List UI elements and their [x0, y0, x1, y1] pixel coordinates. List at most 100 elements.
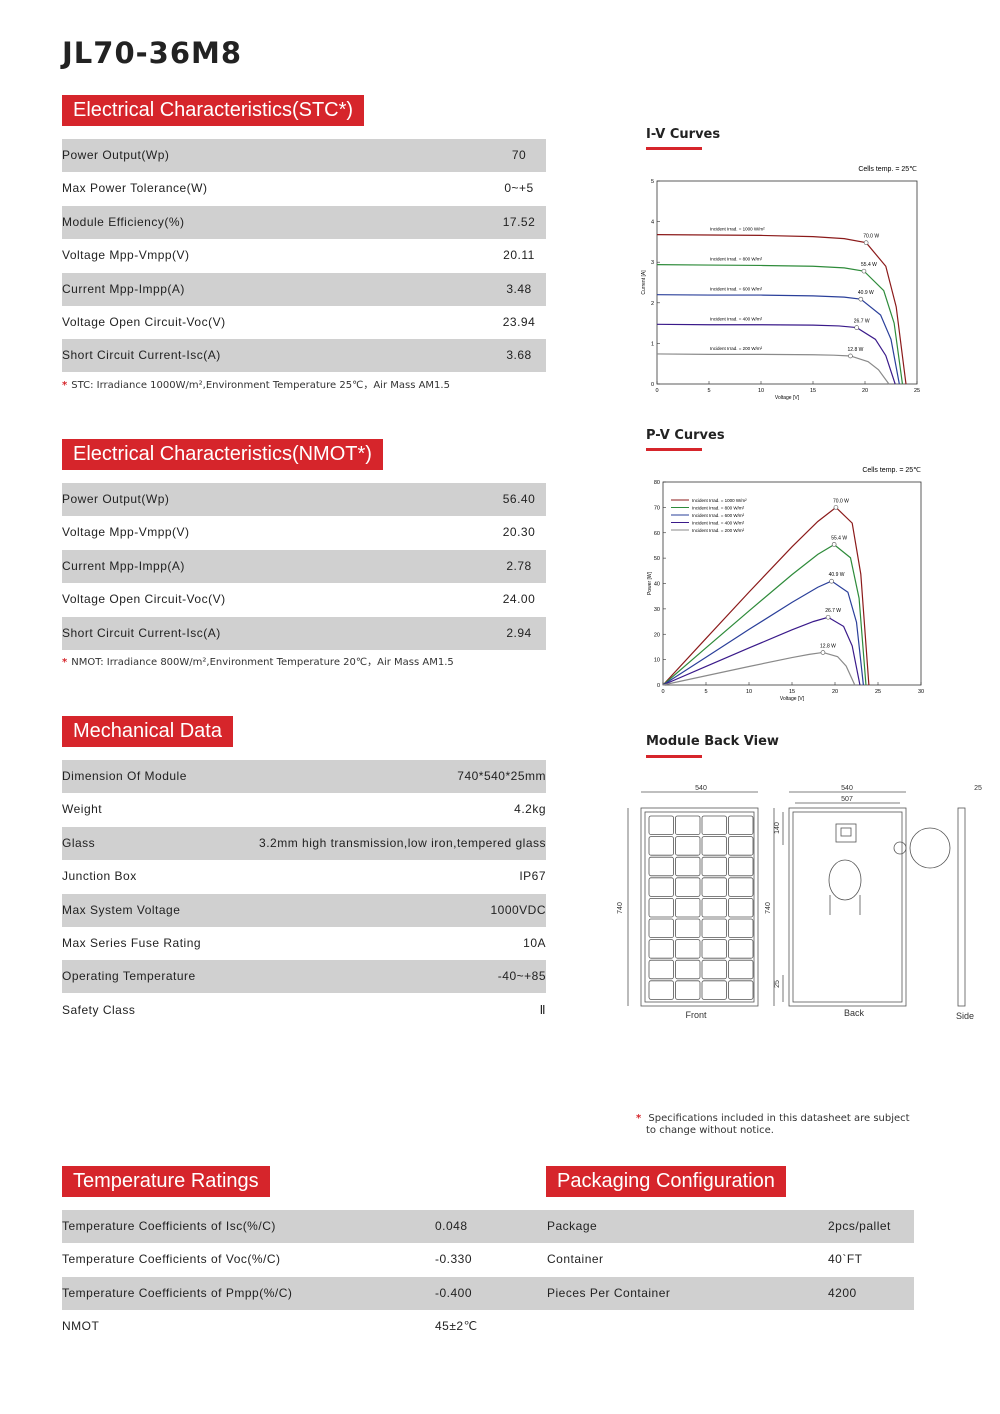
row-value: 70 [511, 148, 527, 162]
underline [646, 755, 702, 758]
mpp-point [848, 353, 853, 359]
row-value: 2.78 [506, 558, 532, 573]
cell-grid [648, 815, 754, 1000]
row-label: Module Efficiency(%) [62, 214, 185, 229]
y-tick-label: 50 [654, 556, 660, 562]
row-value: 740*540*25mm [457, 769, 546, 783]
x-tick-label: 30 [918, 689, 924, 695]
table-row: Safety Class Ⅱ [62, 994, 546, 1027]
mpp-label: 55.4 W [861, 262, 877, 268]
y-axis-label: Current [A] [641, 270, 647, 295]
mpp-point [829, 578, 834, 584]
cell [648, 980, 674, 1000]
section-header: Temperature Ratings [62, 1166, 270, 1197]
y-tick-label: 60 [654, 531, 660, 537]
row-label: Temperature Coefficients of Isc(%/C) [62, 1219, 276, 1233]
curve [662, 506, 870, 686]
curve [662, 616, 861, 686]
curve-label: Incident Irrad. = 400 W/m² [710, 316, 763, 321]
legend-label: Incident Irrad. = 1000 W/m² [692, 498, 747, 503]
curve-label: Incident Irrad. = 600 W/m² [710, 287, 763, 292]
mpp-point [854, 325, 859, 330]
y-tick-label: 0 [657, 683, 660, 689]
curve [656, 294, 900, 385]
y-axis-label: Power [W] [647, 571, 653, 595]
cell [728, 898, 754, 918]
mpp-point [831, 542, 837, 547]
cell [675, 836, 701, 856]
cell [648, 815, 674, 836]
row-label: Power Output(Wp) [62, 492, 170, 506]
note-mark: * [62, 657, 68, 668]
table-row: Operating Temperature -40~+85 [62, 960, 546, 994]
x-tick-label: 5 [704, 689, 707, 695]
cell [675, 856, 701, 877]
cell [728, 856, 754, 877]
dim-label: 25 [974, 785, 982, 792]
row-label: Dimension Of Module [62, 769, 187, 783]
mpp-point [863, 240, 869, 246]
x-tick-label: 20 [832, 689, 838, 695]
legend-label: Incident Irrad. = 400 W/m² [692, 520, 745, 525]
row-value: 4.2kg [514, 802, 546, 817]
cell [648, 836, 674, 856]
curve [656, 323, 896, 385]
row-value: 2.94 [506, 625, 532, 640]
chart: Cells temp. = 25℃ 0 5 10 15 20 25 30 0 10 20 30 40 50… [647, 467, 924, 702]
row-label: Safety Class [62, 1002, 136, 1017]
table-row: Junction Box IP67 [62, 860, 546, 893]
row-value: 2pcs/pallet [828, 1219, 891, 1233]
table-row: Temperature Coefficients of Voc(%/C) -0.3… [62, 1243, 546, 1276]
underline [646, 147, 702, 150]
dim-label: 507 [841, 796, 853, 803]
cell [675, 898, 701, 918]
y-tick-label: 3 [651, 260, 654, 266]
section-header: Packaging Configuration [546, 1166, 786, 1197]
cell [701, 918, 727, 939]
dim-label: 740 [617, 902, 624, 914]
note-line: to change without notice. [646, 1125, 774, 1136]
dim-label: 540 [695, 785, 707, 792]
curve-label: Incident Irrad. = 800 W/m² [710, 257, 763, 262]
row-value: -0.330 [435, 1252, 473, 1267]
dim-label: 140 [774, 822, 781, 834]
chart: Cells temp. = 25℃ 0 5 10 15 20 25 0 1 2 3 4 5 Voltage… [641, 166, 920, 401]
chart-heading: I-V Curves [646, 127, 721, 142]
footnote: * STC: Irradiance 1000W/m²,Environment Te… [62, 376, 450, 391]
cell [675, 980, 701, 1000]
cell [701, 856, 727, 877]
cell [728, 815, 754, 836]
cell [701, 898, 727, 918]
row-value: 0.048 [435, 1219, 468, 1233]
detail-circle [909, 827, 951, 869]
row-value: 4200 [828, 1285, 857, 1300]
y-tick-label: 4 [651, 220, 654, 226]
curve-label: Incident Irrad. = 1000 W/m² [710, 227, 765, 232]
table-row: Package 2pcs/pallet [546, 1210, 914, 1243]
row-label: Max System Voltage [62, 902, 181, 917]
table-row: Power Output(Wp) 56.40 [62, 483, 546, 516]
row-label: Voltage Open Circuit-Voc(V) [62, 592, 226, 607]
table-row: Current Mpp-Impp(A) 2.78 [62, 549, 546, 583]
note-line: Specifications included in this datashee… [648, 1113, 910, 1124]
cell [701, 980, 727, 1000]
front-frame [640, 807, 759, 1007]
y-tick-label: 30 [654, 607, 660, 613]
row-value: 23.94 [502, 315, 536, 329]
table-row: Pieces Per Container 4200 [546, 1276, 914, 1310]
table-row: Glass 3.2mm high transmission,low iron,te… [62, 826, 546, 860]
table-row: Current Mpp-Impp(A) 3.48 [62, 272, 546, 306]
section-header: Electrical Characteristics(STC*) [62, 95, 365, 126]
table-row: Voltage Open Circuit-Voc(V) 23.94 [62, 306, 546, 339]
cable [828, 859, 862, 901]
row-label: Operating Temperature [62, 969, 196, 984]
cell [728, 980, 754, 1000]
cell [701, 815, 727, 836]
cell [675, 918, 701, 939]
legend-label: Incident Irrad. = 600 W/m² [692, 513, 745, 518]
row-label: Junction Box [62, 869, 137, 884]
cell [728, 918, 754, 939]
underline [646, 448, 702, 451]
mpp-label: 12.8 W [848, 347, 864, 353]
row-value: 56.40 [502, 492, 536, 506]
